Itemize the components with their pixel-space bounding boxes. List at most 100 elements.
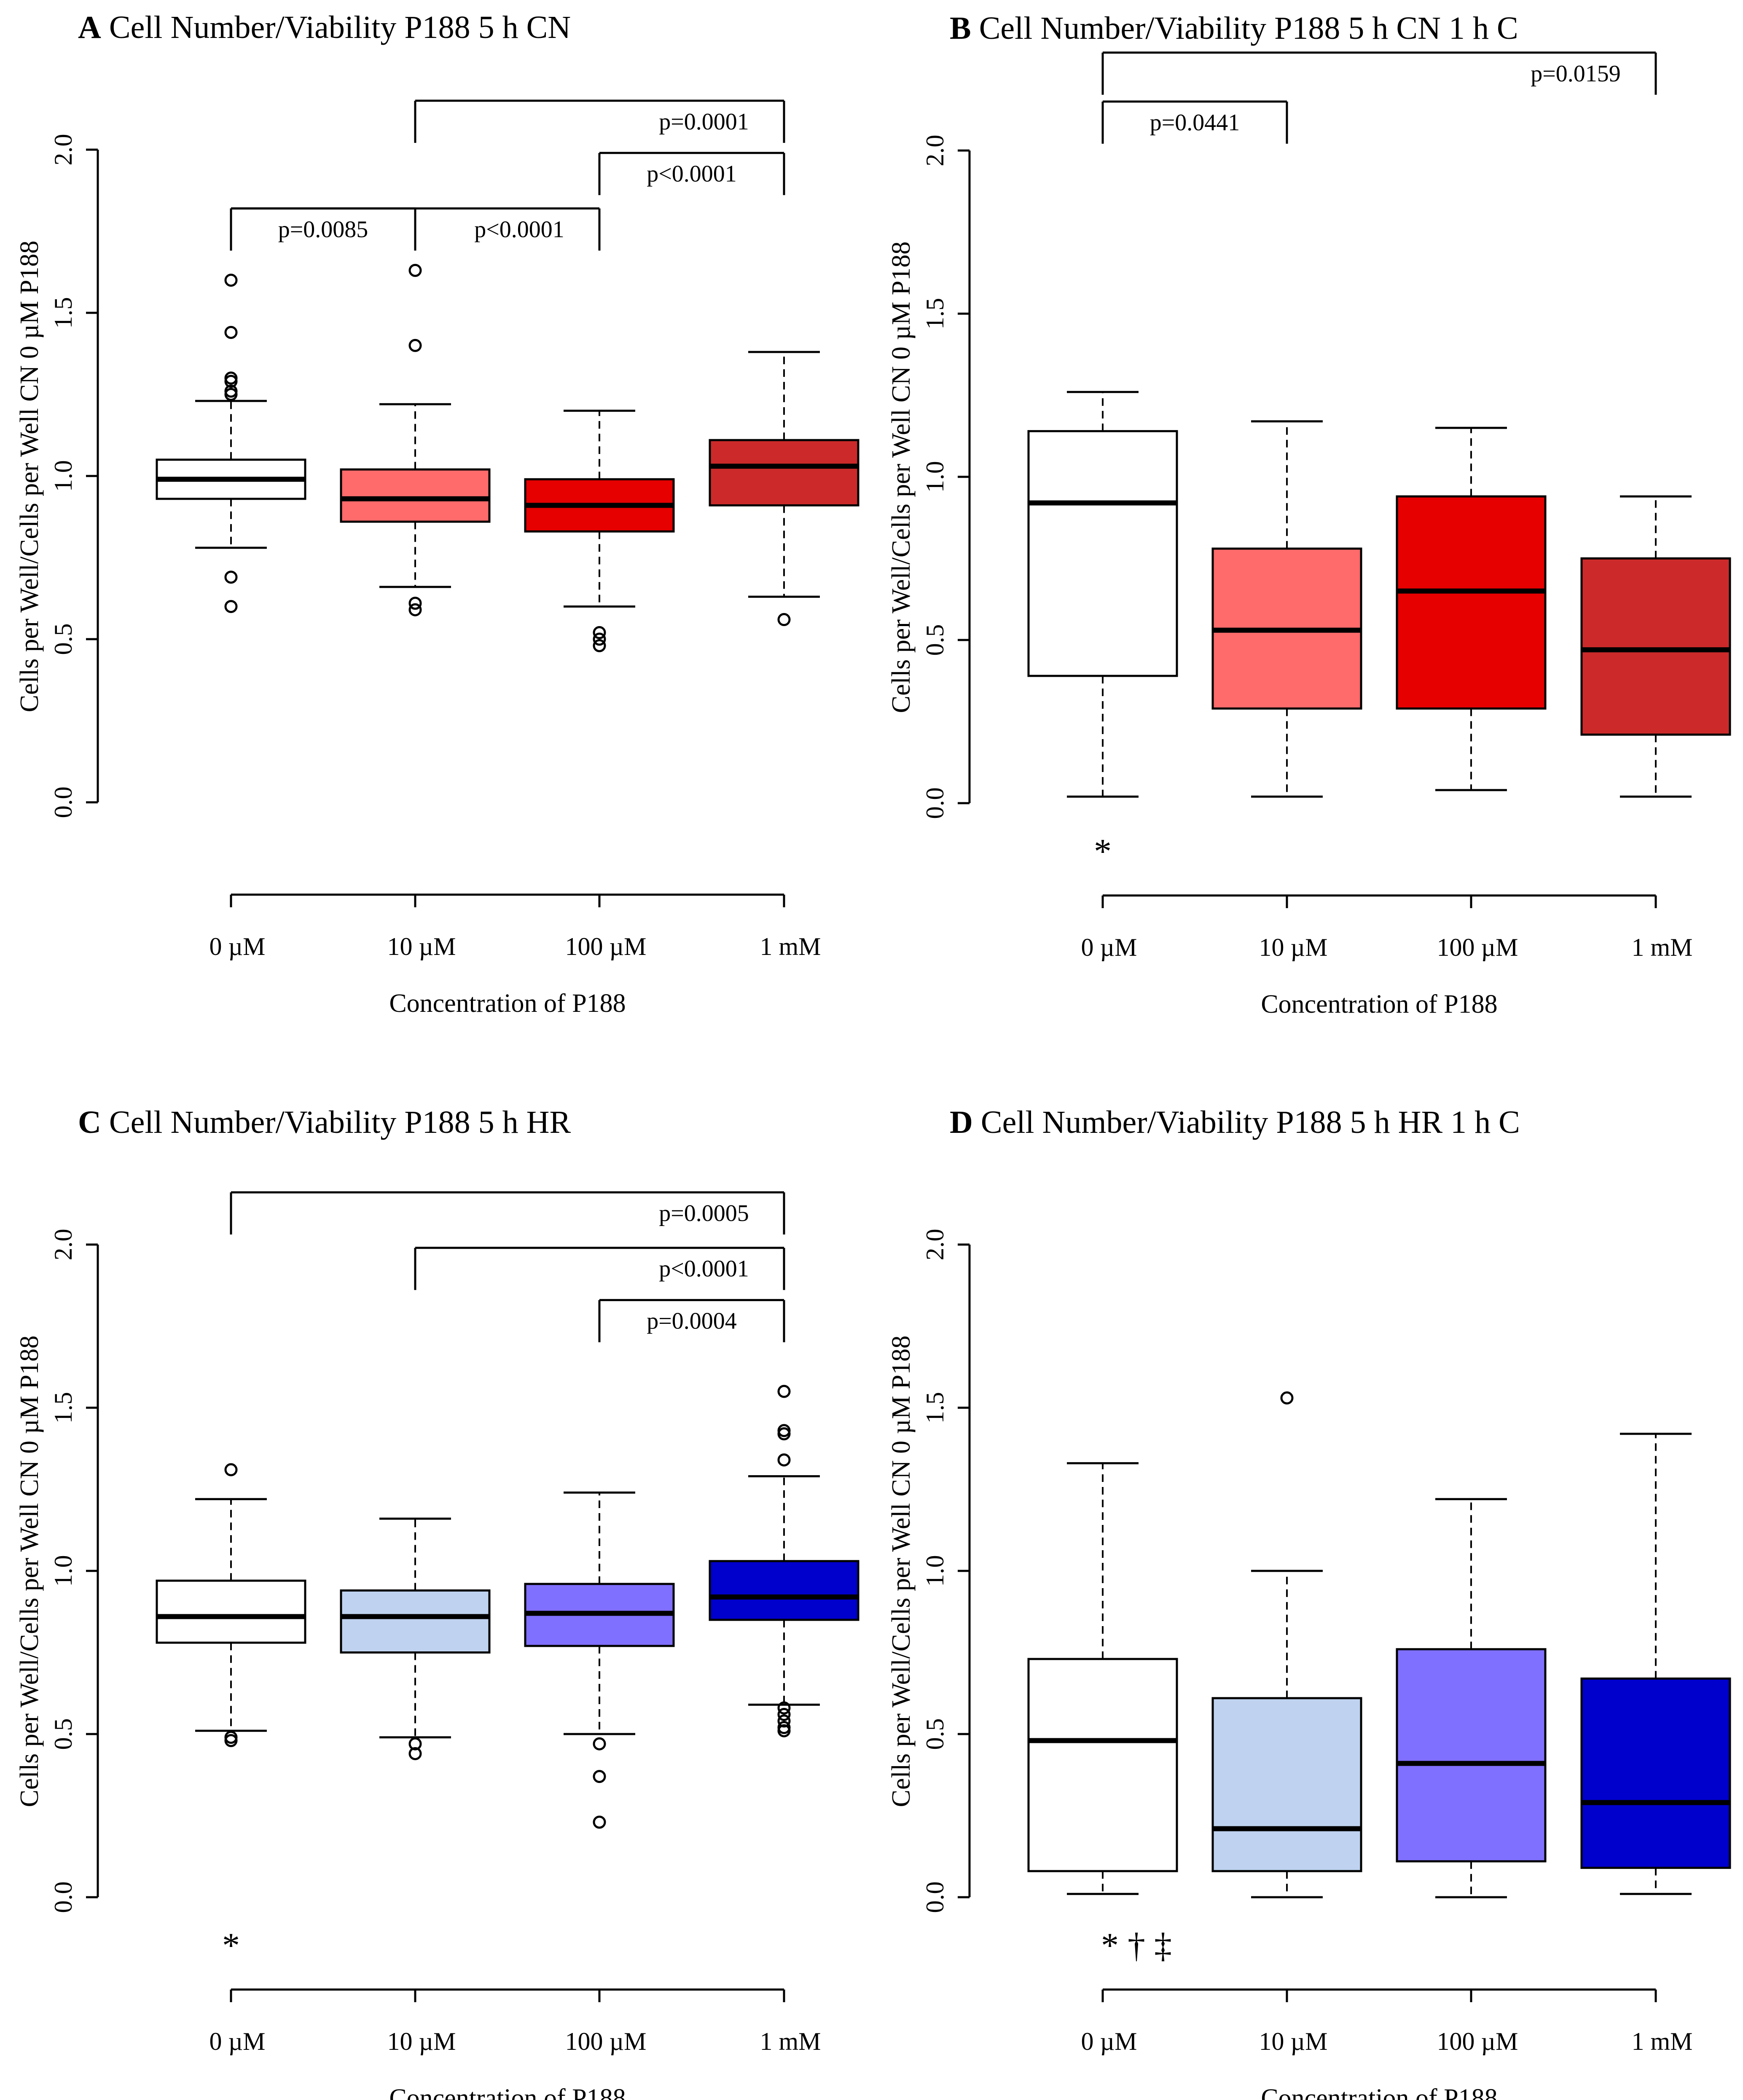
x-tick-label: 0 µM: [209, 2027, 266, 2055]
comparison-bracket: p=0.0005: [230, 1191, 785, 1235]
p-value-label: p=0.0085: [278, 216, 368, 242]
y-tick-label: 1.5: [49, 1392, 77, 1424]
outlier-point: [593, 632, 606, 646]
comparison-bracket: p=0.0004: [598, 1299, 785, 1342]
panel-title: D Cell Number/Viability P188 5 h HR 1 h …: [950, 1105, 1520, 1140]
panel-title-text: Cell Number/Viability P188 5 h CN: [101, 10, 571, 45]
p-value-label: p<0.0001: [647, 161, 737, 187]
comparison-bracket: p<0.0001: [598, 152, 785, 195]
outlier-point: [408, 1747, 422, 1760]
outlier-point: [777, 1701, 791, 1715]
y-axis-label: Cells per Well/Cells per Well CN 0 µM P1…: [15, 241, 44, 713]
x-tick-label: 10 µM: [1259, 2027, 1328, 2055]
y-tick-label: 0.5: [921, 624, 949, 656]
x-tick-label: 100 µM: [1437, 933, 1518, 961]
x-tick-label: 100 µM: [565, 2027, 647, 2055]
outlier-point: [224, 1463, 238, 1476]
outlier-point: [408, 603, 422, 616]
outlier-point: [777, 1721, 791, 1734]
panel-title-text: Cell Number/Viability P188 5 h HR: [101, 1105, 571, 1140]
outlier-point: [224, 570, 238, 584]
significance-marker: *: [222, 1926, 240, 1965]
x-tick-label: 100 µM: [565, 933, 647, 960]
y-tick-label: 2.0: [49, 1229, 77, 1261]
outlier-point: [1280, 1391, 1294, 1405]
x-tick-label: 10 µM: [387, 2027, 456, 2055]
panel-C: C Cell Number/Viability P188 5 h HR 0.0 0.…: [15, 1105, 859, 2100]
y-tick-label: 1.0: [921, 461, 949, 493]
outlier-point: [593, 1770, 606, 1783]
box-rect: [709, 1560, 859, 1621]
comparison-bracket: p=0.0001: [414, 99, 785, 143]
box-rect: [340, 1589, 491, 1654]
outlier-point: [593, 1815, 606, 1829]
outlier-point: [777, 613, 791, 627]
p-value-label: p<0.0001: [474, 216, 564, 242]
panel-letter: C: [78, 1105, 101, 1140]
x-axis-label: Concentration of P188: [1261, 990, 1497, 1019]
y-tick-label: 0.0: [49, 787, 77, 818]
x-tick-label: 0 µM: [1081, 933, 1137, 961]
box-rect: [1396, 1648, 1547, 1863]
p-value-label: p=0.0004: [647, 1308, 737, 1334]
y-tick-label: 0.0: [921, 1882, 949, 1913]
x-tick-label: 10 µM: [387, 933, 456, 960]
outlier-point: [777, 1714, 791, 1728]
box-2: [524, 1491, 675, 1829]
panel-letter: B: [950, 11, 971, 46]
panel-letter: D: [950, 1105, 973, 1140]
box-0: [156, 274, 306, 613]
y-axis-label: Cells per Well/Cells per Well CN 0 µM P1…: [887, 242, 916, 713]
panel-B: B Cell Number/Viability P188 5 h CN 1 h …: [887, 11, 1731, 1019]
y-tick-label: 2.0: [921, 135, 949, 167]
x-axis-label: Concentration of P188: [1261, 2084, 1497, 2100]
outlier-point: [593, 626, 606, 640]
p-value-label: p=0.0005: [659, 1200, 749, 1226]
x-tick-label: 100 µM: [1437, 2027, 1518, 2055]
box-rect: [156, 1579, 306, 1644]
x-tick-label: 1 mM: [1631, 933, 1692, 961]
x-tick-label: 1 mM: [760, 933, 821, 960]
box-1: [1211, 420, 1362, 798]
outlier-point: [224, 385, 238, 398]
outlier-point: [408, 264, 422, 277]
outlier-point: [224, 1731, 238, 1744]
box-rect: [709, 439, 859, 507]
y-tick-label: 1.5: [921, 298, 949, 330]
y-axis-label: Cells per Well/Cells per Well CN 0 µM P1…: [887, 1336, 916, 1807]
y-tick-label: 1.5: [921, 1392, 949, 1424]
y-tick-label: 2.0: [49, 134, 77, 166]
outlier-point: [777, 1385, 791, 1398]
box-rect: [1396, 495, 1547, 710]
significance-marker: * † ‡: [1101, 1926, 1172, 1965]
box-0: [156, 1463, 306, 1747]
p-value-label: p=0.0001: [659, 109, 749, 135]
box-1: [340, 1517, 491, 1760]
x-tick-label: 0 µM: [1081, 2027, 1137, 2055]
outlier-point: [777, 1424, 791, 1437]
box-rect: [340, 468, 491, 523]
x-axis-label: Concentration of P188: [389, 989, 626, 1018]
box-2: [1396, 1498, 1547, 1898]
outlier-point: [777, 1708, 791, 1721]
panel-title: A Cell Number/Viability P188 5 h CN: [78, 10, 571, 45]
box-2: [1396, 427, 1547, 791]
comparison-bracket: p<0.0001: [230, 207, 601, 251]
y-tick-label: 1.0: [49, 1555, 77, 1587]
outlier-point: [593, 639, 606, 652]
y-tick-label: 0.0: [49, 1882, 77, 1913]
outlier-point: [224, 325, 238, 339]
panel-title: C Cell Number/Viability P188 5 h HR: [78, 1105, 571, 1140]
box-1: [1211, 1391, 1362, 1898]
comparison-bracket: p=0.0085: [230, 207, 416, 251]
panel-title: B Cell Number/Viability P188 5 h CN 1 h …: [950, 11, 1518, 46]
panel-D: D Cell Number/Viability P188 5 h HR 1 h …: [887, 1105, 1731, 2100]
y-tick-label: 0.5: [49, 624, 77, 655]
x-axis-label: Concentration of P188: [389, 2084, 626, 2100]
box-0: [1027, 391, 1178, 798]
x-tick-label: 0 µM: [209, 933, 266, 960]
box-3: [1580, 1433, 1731, 1895]
panel-letter: A: [78, 10, 101, 45]
box-rect: [1027, 1658, 1178, 1872]
y-tick-label: 1.0: [921, 1555, 949, 1587]
